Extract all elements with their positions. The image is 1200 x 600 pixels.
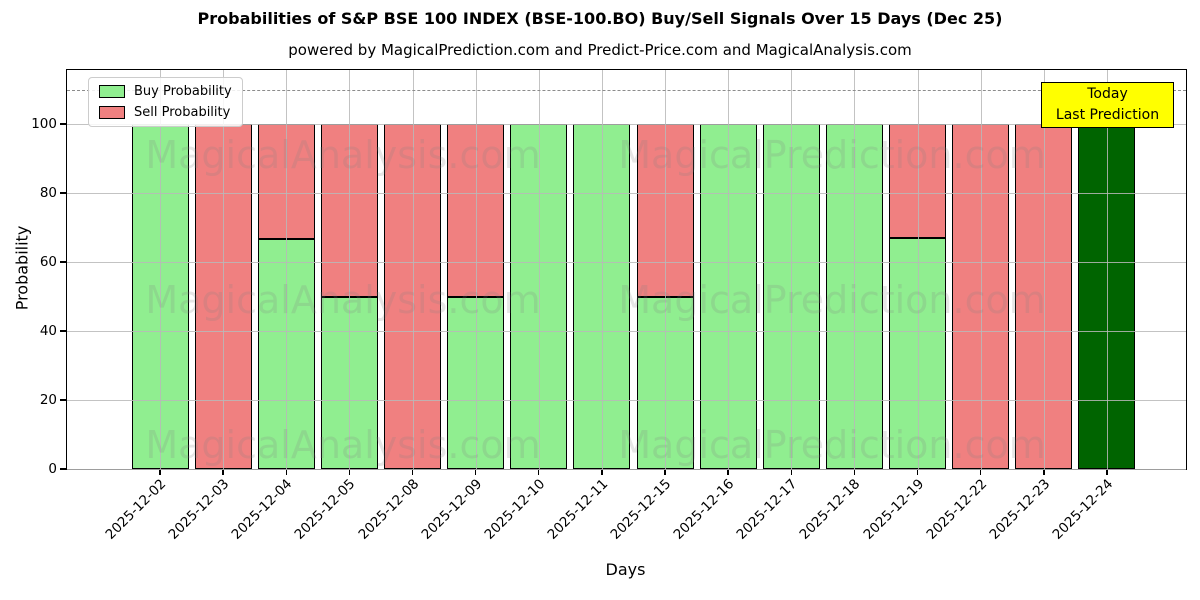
x-tick-mark [1106,469,1108,475]
x-tick-label: 2025-12-15 [607,476,675,543]
x-tick-label: 2025-12-09 [418,476,485,543]
v-gridline [854,70,856,469]
x-tick-mark [222,469,224,475]
x-tick-label: 2025-12-24 [1049,476,1117,543]
v-gridline [349,70,351,469]
v-gridline [160,70,161,469]
x-tick-label: 2025-12-04 [228,476,296,543]
x-tick-mark [790,469,792,475]
x-tick-mark [916,469,919,475]
x-tick-label: 2025-12-11 [544,476,612,543]
today-annotation: Today Last Prediction [1041,82,1174,128]
x-tick-mark [601,469,603,475]
plot-area: Buy Probability Sell Probability Today L… [31,69,1187,543]
x-tick-mark [159,469,161,475]
x-tick-label: 2025-12-18 [796,476,864,543]
x-axis-label: Days [605,560,646,579]
v-gridline [475,70,477,469]
y-tick-mark [60,468,67,470]
y-axis-label: Probability [12,225,32,311]
v-gridline [1043,70,1045,469]
x-tick-label: 2025-12-05 [291,476,359,543]
y-tick-label: 100 [31,116,57,132]
v-gridline [791,70,793,469]
v-gridline [538,70,540,469]
buy-swatch [99,85,125,98]
v-gridline [1106,70,1108,469]
y-tick-mark [60,399,67,401]
y-tick-label: 60 [39,254,57,270]
legend: Buy Probability Sell Probability [88,77,243,127]
h-gridline [67,331,1186,332]
chart-title: Probabilities of S&P BSE 100 INDEX (BSE-… [197,9,1003,28]
x-tick-label: 2025-12-16 [670,476,738,543]
x-tick-label: 2025-12-17 [733,476,801,543]
x-tick-label: 2025-12-02 [102,476,170,543]
x-tick-mark [1043,469,1045,475]
h-gridline [67,193,1186,194]
v-gridline [980,70,982,469]
upper-threshold-dashed-line [67,89,1186,91]
y-tick-mark [60,192,67,194]
legend-item-sell: Sell Probability [99,105,232,120]
h-gridline [67,262,1186,263]
v-gridline [223,70,225,469]
h-gridline [67,124,1186,125]
watermark-prediction: MagicalPrediction.com [618,423,1046,467]
v-gridline [412,70,414,469]
watermark-analysis: MagicalAnalysis.com [145,423,541,467]
legend-label-sell: Sell Probability [134,105,231,120]
x-tick-mark [538,469,540,475]
watermark-prediction: MagicalPrediction.com [618,133,1046,177]
v-gridline [917,70,919,469]
v-gridline [601,70,603,469]
x-tick-label: 2025-12-23 [986,476,1054,543]
watermark-analysis: MagicalAnalysis.com [145,133,541,177]
y-tick-label: 40 [39,323,57,339]
legend-label-buy: Buy Probability [134,84,232,99]
y-tick-mark [60,261,67,263]
x-tick-label: 2025-12-10 [481,476,549,543]
watermark-analysis: MagicalAnalysis.com [145,278,541,322]
x-tick-mark [348,469,351,475]
legend-item-buy: Buy Probability [99,84,232,99]
x-tick-label: 2025-12-19 [860,476,927,543]
v-gridline [665,70,667,469]
x-tick-mark [979,469,982,475]
x-tick-label: 2025-12-08 [355,476,422,543]
chart-subtitle: powered by MagicalPrediction.com and Pre… [288,41,912,59]
sell-swatch [99,106,125,119]
y-tick-mark [60,123,67,125]
x-tick-mark [853,469,856,475]
v-gridline [728,70,730,469]
watermark-prediction: MagicalPrediction.com [618,278,1046,322]
h-gridline [67,469,1186,470]
h-gridline [67,400,1186,401]
y-tick-label: 20 [39,392,57,408]
y-tick-mark [60,330,67,332]
x-tick-mark [664,469,666,475]
x-tick-mark [727,469,729,475]
x-tick-mark [474,469,477,475]
x-tick-label: 2025-12-03 [165,476,233,543]
y-tick-label: 80 [39,185,57,201]
y-tick-label: 0 [48,461,57,477]
today-annotation-line1: Today [1087,86,1128,102]
today-annotation-line2: Last Prediction [1055,107,1160,123]
x-tick-mark [411,469,414,475]
x-tick-mark [285,469,287,475]
v-gridline [286,70,288,469]
x-tick-label: 2025-12-22 [923,476,991,543]
